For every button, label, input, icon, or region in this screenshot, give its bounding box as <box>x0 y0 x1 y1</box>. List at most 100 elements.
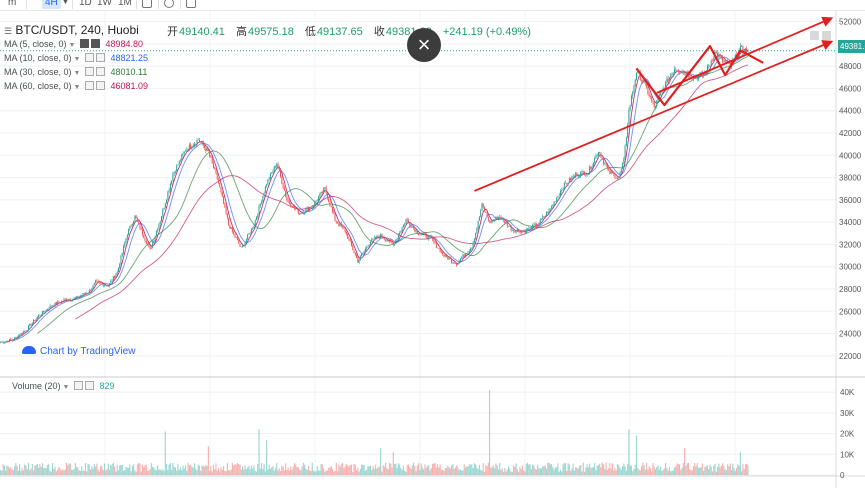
chevron-down-icon[interactable]: ▼ <box>73 56 81 63</box>
fullscreen-icon[interactable] <box>186 0 196 8</box>
candle-body <box>464 254 467 257</box>
candle-body <box>709 64 711 66</box>
volume-bar <box>153 467 155 475</box>
chevron-down-icon[interactable]: ▼ <box>68 42 76 49</box>
interval-1m-button[interactable]: 1M <box>118 0 132 8</box>
volume-bar <box>40 466 42 475</box>
price-tick-label: 28000 <box>839 285 862 294</box>
candle-body <box>487 216 489 221</box>
candle-body <box>10 338 12 340</box>
volume-bar <box>241 466 244 475</box>
candle-body <box>253 225 255 229</box>
candle-body <box>160 216 163 222</box>
chevron-down-icon[interactable]: ▼ <box>73 70 81 77</box>
volume-bar <box>182 465 184 475</box>
collapse-icon[interactable]: ☰ <box>4 26 13 36</box>
eye-icon[interactable] <box>84 67 94 76</box>
candle-body <box>216 173 218 180</box>
volume-bar <box>20 470 22 475</box>
candle-body <box>301 212 303 214</box>
candle-body <box>705 73 707 74</box>
volume-bar <box>344 466 346 475</box>
eye-icon[interactable] <box>79 39 89 48</box>
volume-bar <box>496 465 498 475</box>
chevron-down-icon[interactable]: ▼ <box>62 384 70 391</box>
ma10-legend[interactable]: MA (10, close, 0) ▼ 48821.25 <box>4 53 148 63</box>
candle-body <box>677 70 679 72</box>
chevron-down-icon[interactable]: ▼ <box>73 84 81 91</box>
close-icon[interactable] <box>90 39 100 48</box>
settings-icon[interactable] <box>164 0 174 8</box>
volume-bar <box>267 469 269 475</box>
volume-bar <box>262 468 264 475</box>
candle-body <box>254 220 256 226</box>
close-icon[interactable] <box>95 53 105 62</box>
volume-tick-label: 10K <box>840 450 855 459</box>
candle-body <box>646 82 648 88</box>
price-tick-label: 26000 <box>839 307 862 316</box>
chart-canvas[interactable]: 5200050000480004600044000420004000038000… <box>0 11 865 488</box>
volume-bar <box>224 470 226 475</box>
candle-body <box>504 219 506 224</box>
candle-body <box>215 169 217 174</box>
volume-bar <box>483 471 486 475</box>
candle-body <box>16 336 18 338</box>
volume-legend[interactable]: Volume (20) ▼ 829 <box>12 381 115 391</box>
candle-body <box>681 72 683 73</box>
volume-bar <box>662 469 664 475</box>
tradingview-branding[interactable]: Chart by TradingView <box>22 346 135 357</box>
volume-bar <box>372 466 374 475</box>
eye-icon[interactable] <box>84 81 94 90</box>
interval-1w-button[interactable]: 1W <box>97 0 112 8</box>
volume-bar <box>225 471 227 475</box>
high-label: 高 <box>235 26 247 38</box>
chevron-down-icon[interactable]: ▼ <box>62 0 69 6</box>
candle-body <box>514 231 516 233</box>
volume-bar <box>283 470 285 475</box>
candle-body <box>100 282 102 284</box>
menu-button[interactable]: m <box>8 0 17 8</box>
ma30-legend[interactable]: MA (30, close, 0) ▼ 48010.11 <box>4 67 147 77</box>
volume-bar <box>381 471 383 475</box>
candle-body <box>603 158 605 164</box>
ma10-line <box>11 50 749 342</box>
volume-bar <box>105 470 107 475</box>
volume-bar <box>638 469 640 475</box>
volume-bar <box>240 469 242 475</box>
candle-body <box>214 167 216 170</box>
scroll-right-icon[interactable] <box>822 31 831 40</box>
volume-bar <box>92 468 94 475</box>
volume-bar <box>183 468 185 475</box>
ma5-legend[interactable]: MA (5, close, 0) ▼ 48984.80 <box>4 39 143 49</box>
candle-body <box>409 222 411 226</box>
volume-bar <box>41 463 44 475</box>
volume-bar <box>103 463 106 475</box>
close-overlay-button[interactable]: × <box>407 28 441 62</box>
candle-body <box>305 208 307 213</box>
candle-body <box>605 163 607 166</box>
volume-bar <box>614 467 616 475</box>
close-icon[interactable] <box>95 81 105 90</box>
eye-icon[interactable] <box>73 381 83 390</box>
candle-body <box>57 301 59 305</box>
close-icon[interactable] <box>84 381 94 390</box>
candle-body <box>122 246 125 253</box>
interval-4h-button[interactable]: 4H <box>42 0 61 9</box>
candle-body <box>562 188 564 191</box>
scroll-left-icon[interactable] <box>810 31 819 40</box>
chart-type-icon[interactable] <box>142 0 152 8</box>
volume-bar <box>93 463 95 475</box>
volume-bar <box>188 465 190 475</box>
close-icon[interactable] <box>95 67 105 76</box>
ma60-legend[interactable]: MA (60, close, 0) ▼ 46081.09 <box>4 81 148 91</box>
interval-1d-button[interactable]: 1D <box>79 0 92 8</box>
candle-body <box>506 222 508 227</box>
volume-bar <box>206 465 208 475</box>
candle-body <box>223 196 225 204</box>
eye-icon[interactable] <box>84 53 94 62</box>
volume-bar <box>253 465 255 475</box>
candle-body <box>481 203 483 211</box>
volume-bar <box>543 466 545 475</box>
candle-body <box>667 78 669 82</box>
volume-bar <box>243 469 245 475</box>
